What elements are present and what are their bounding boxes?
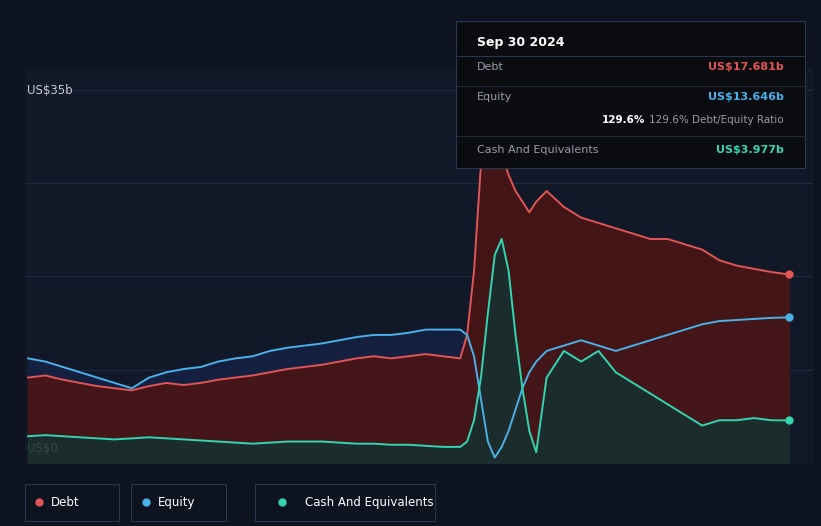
Text: Cash And Equivalents: Cash And Equivalents — [476, 145, 598, 155]
Text: Equity: Equity — [158, 496, 195, 509]
Text: 129.6%: 129.6% — [603, 115, 645, 125]
Text: US$3.977b: US$3.977b — [716, 145, 784, 155]
Text: Debt: Debt — [51, 496, 80, 509]
Text: Debt: Debt — [476, 62, 503, 72]
Text: US$35b: US$35b — [27, 84, 72, 97]
Text: Cash And Equivalents: Cash And Equivalents — [305, 496, 433, 509]
Text: US$17.681b: US$17.681b — [708, 62, 784, 72]
Text: Equity: Equity — [476, 92, 512, 102]
Text: 129.6% Debt/Equity Ratio: 129.6% Debt/Equity Ratio — [649, 115, 784, 125]
Text: Sep 30 2024: Sep 30 2024 — [476, 36, 564, 49]
Text: US$0: US$0 — [27, 442, 57, 455]
Text: US$13.646b: US$13.646b — [708, 92, 784, 102]
